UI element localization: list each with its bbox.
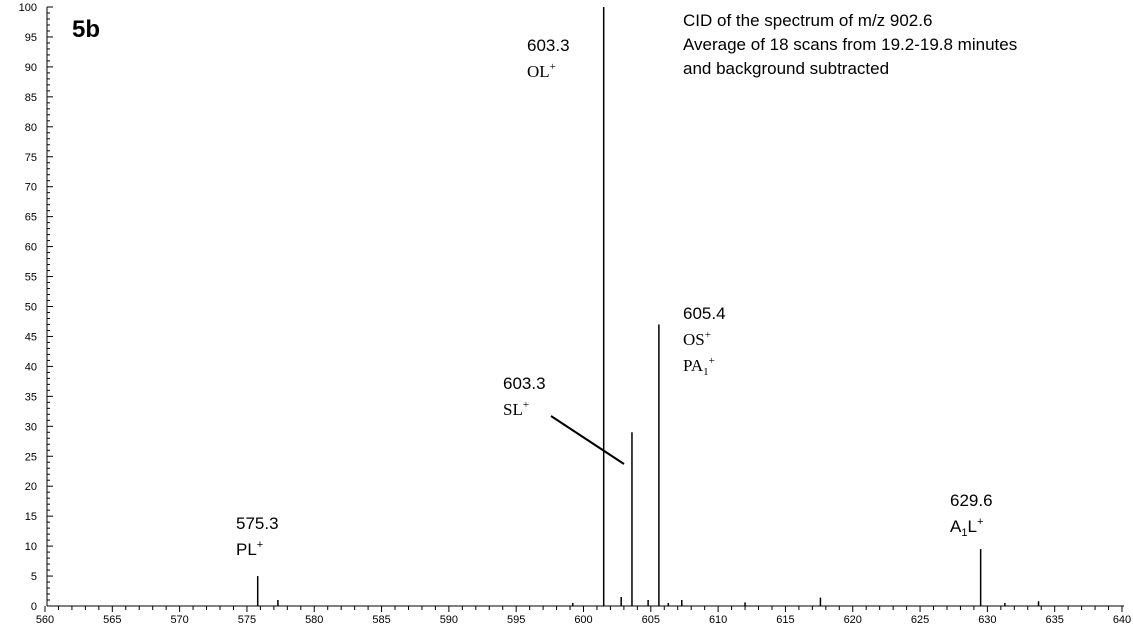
x-tick-label: 575 xyxy=(238,614,256,626)
y-tick-label: 10 xyxy=(25,541,37,553)
y-tick-label: 55 xyxy=(25,272,37,284)
y-tick-label: 70 xyxy=(25,182,37,194)
y-tick-label: 15 xyxy=(25,511,37,523)
x-tick-label: 565 xyxy=(103,614,121,626)
y-tick-label: 30 xyxy=(25,421,37,433)
description: and background subtracted xyxy=(683,59,889,78)
annotation-part: 629.6 xyxy=(950,491,993,510)
x-tick-label: 570 xyxy=(170,614,188,626)
annotation-part: + xyxy=(257,539,263,551)
x-tick-label: 610 xyxy=(709,614,727,626)
y-tick-label: 50 xyxy=(25,302,37,314)
y-tick-label: 20 xyxy=(25,481,37,493)
annotation-part: 1 xyxy=(961,527,967,539)
description: Average of 18 scans from 19.2-19.8 minut… xyxy=(683,35,1017,54)
y-tick-label: 90 xyxy=(25,62,37,74)
annotation: OL+ xyxy=(527,61,556,81)
y-tick-label: 100 xyxy=(19,2,37,14)
y-tick-label: 80 xyxy=(25,122,37,134)
x-tick-label: 605 xyxy=(642,614,660,626)
x-tick-label: 615 xyxy=(776,614,794,626)
annotation-part: + xyxy=(705,329,711,341)
x-tick-label: 585 xyxy=(372,614,390,626)
annotation-part: PL xyxy=(236,540,257,559)
annotation-part: L xyxy=(967,517,976,536)
annotation: OS+ xyxy=(683,329,711,349)
x-tick-label: 620 xyxy=(844,614,862,626)
y-tick-label: 95 xyxy=(25,32,37,44)
annotation-part: 575.3 xyxy=(236,514,279,533)
annotation-part: SL xyxy=(503,400,523,419)
annotation-part: 1 xyxy=(703,366,709,378)
annotation-part: 605.4 xyxy=(683,304,726,323)
x-tick-label: 635 xyxy=(1046,614,1064,626)
x-tick-label: 595 xyxy=(507,614,525,626)
x-tick-label: 580 xyxy=(305,614,323,626)
y-tick-label: 45 xyxy=(25,331,37,343)
y-tick-label: 0 xyxy=(31,601,37,613)
annotation: 629.6 xyxy=(950,491,993,510)
y-tick-label: 25 xyxy=(25,451,37,463)
x-tick-label: 590 xyxy=(440,614,458,626)
annotation-part: + xyxy=(523,399,529,411)
annotation-part: 603.3 xyxy=(503,374,546,393)
annotation-part: A xyxy=(950,517,962,536)
x-tick-label: 625 xyxy=(911,614,929,626)
annotation: 605.4 xyxy=(683,304,726,323)
y-tick-label: 40 xyxy=(25,361,37,373)
annotation: 575.3 xyxy=(236,514,279,533)
annotation-part: + xyxy=(709,355,715,367)
annotation: PA1+ xyxy=(683,355,715,378)
y-tick-label: 35 xyxy=(25,391,37,403)
x-tick-label: 630 xyxy=(978,614,996,626)
annotation-part: 603.3 xyxy=(527,36,570,55)
x-tick-label: 560 xyxy=(36,614,54,626)
description: CID of the spectrum of m/z 902.6 xyxy=(683,11,932,30)
annotation: 603.3 xyxy=(503,374,546,393)
annotation: 603.3 xyxy=(527,36,570,55)
annotation-part: + xyxy=(977,516,983,528)
y-tick-label: 65 xyxy=(25,212,37,224)
annotation-part: OS xyxy=(683,330,705,349)
leader-line xyxy=(550,415,625,465)
y-tick-label: 5 xyxy=(31,571,37,583)
y-tick-label: 75 xyxy=(25,152,37,164)
panel-label: 5b xyxy=(72,16,100,43)
annotation: A1L+ xyxy=(950,516,983,539)
x-tick-label: 600 xyxy=(574,614,592,626)
y-tick-label: 60 xyxy=(25,242,37,254)
annotation: PL+ xyxy=(236,539,263,559)
y-tick-label: 85 xyxy=(25,92,37,104)
annotation-part: PA xyxy=(683,356,704,375)
x-tick-label: 640 xyxy=(1113,614,1131,626)
annotation: SL+ xyxy=(503,399,529,419)
annotation-part: + xyxy=(550,61,556,73)
annotation-part: OL xyxy=(527,62,550,81)
